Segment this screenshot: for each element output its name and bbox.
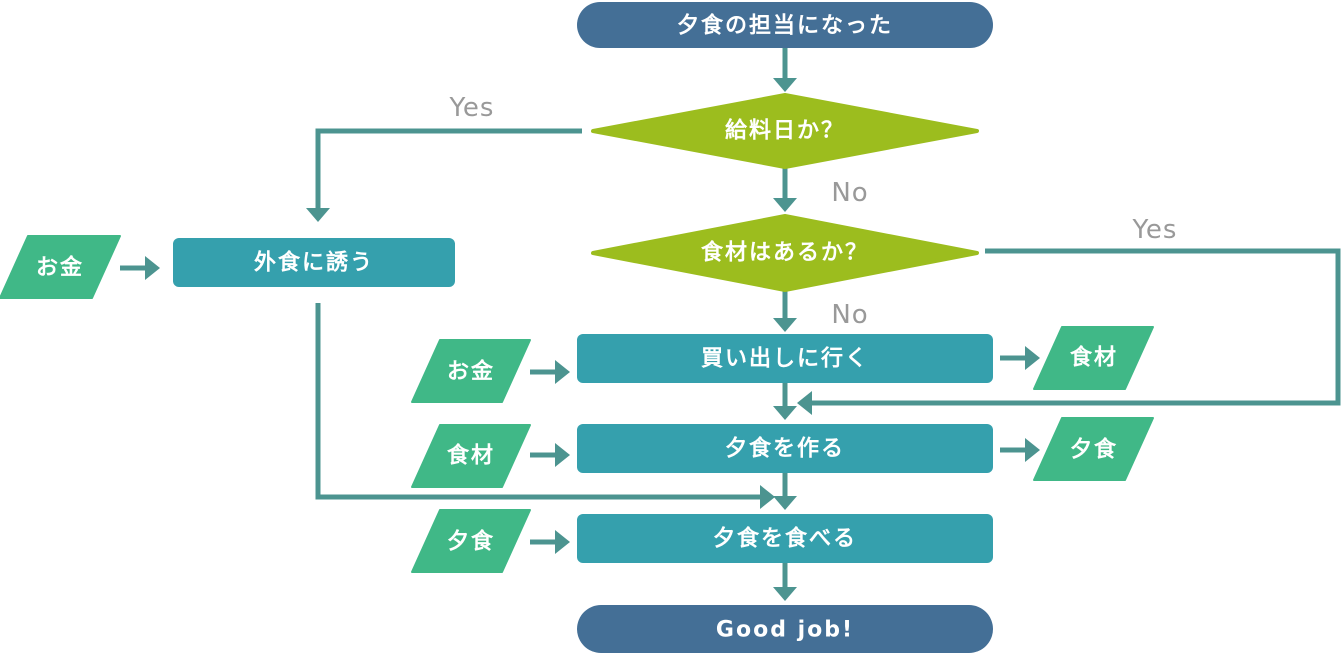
data-money-shopping: お金 (411, 339, 531, 403)
data-label: お金 (36, 255, 84, 281)
shopping-process: 買い出しに行く (577, 334, 993, 383)
end-node: Good job! (577, 605, 993, 653)
arrow-ingredients-yes (810, 248, 1341, 406)
end-label: Good job! (716, 618, 854, 643)
arrowhead-icon (760, 485, 775, 509)
payday-yes-label: Yes (449, 93, 495, 123)
eat-label: 夕食を食べる (713, 526, 857, 552)
data-label: お金 (447, 359, 495, 385)
data-money-eat-out: お金 (0, 235, 121, 299)
arrowhead-icon (773, 78, 797, 92)
data-label: 食材 (447, 443, 495, 469)
arrowhead-icon (773, 318, 797, 332)
cook-process: 夕食を作る (577, 424, 993, 473)
data-label: 夕食 (447, 529, 495, 555)
arrow-eatout-eat (315, 303, 762, 500)
arrowhead-icon (773, 587, 797, 601)
arrowhead-icon (145, 256, 160, 280)
data-label: 夕食 (1070, 437, 1118, 463)
arrow-payday-yes (315, 128, 582, 210)
payday-decision: 給料日か？ (591, 93, 979, 169)
payday-no-label: No (831, 178, 868, 208)
data-dinner-out: 夕食 (1033, 417, 1154, 481)
arrowhead-icon (555, 360, 570, 384)
shopping-label: 買い出しに行く (701, 346, 869, 372)
data-ingredients-in: 食材 (411, 424, 531, 488)
data-dinner-in: 夕食 (411, 509, 531, 573)
start-node: 夕食の担当になった (577, 2, 993, 48)
data-ingredients-out: 食材 (1033, 326, 1154, 390)
payday-label: 給料日か？ (725, 118, 845, 144)
arrowhead-icon (1025, 438, 1040, 462)
eat-out-process: 外食に誘う (173, 238, 455, 287)
ingredients-q-label: 食材はあるか？ (701, 240, 869, 266)
eat-process: 夕食を食べる (577, 514, 993, 563)
data-label: 食材 (1070, 345, 1118, 371)
eat-out-label: 外食に誘う (254, 250, 374, 276)
ingredients-decision: 食材はあるか？ (591, 214, 979, 292)
arrowhead-icon (555, 443, 570, 467)
arrowhead-icon (555, 530, 570, 554)
ingredients-no-label: No (831, 300, 868, 330)
arrowhead-icon (1025, 346, 1040, 370)
arrowhead-icon (773, 496, 797, 510)
arrowhead-icon (773, 406, 797, 420)
connectors (120, 48, 1341, 601)
start-label: 夕食の担当になった (677, 13, 893, 39)
cook-label: 夕食を作る (725, 436, 845, 462)
arrowhead-icon (773, 198, 797, 212)
ingredients-yes-label: Yes (1132, 215, 1178, 245)
arrowhead-icon (306, 208, 330, 222)
arrowhead-icon (797, 391, 812, 415)
